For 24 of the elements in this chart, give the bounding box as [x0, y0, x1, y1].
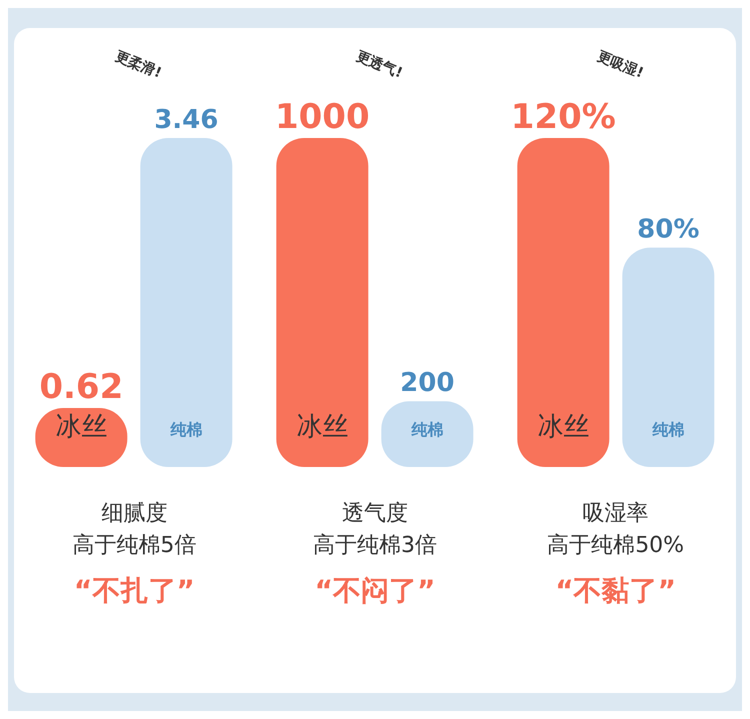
- x-tick-label: 纯棉: [651, 420, 684, 439]
- text: 高于纯棉5倍: [72, 532, 196, 560]
- text: “不黏了”: [555, 573, 676, 609]
- data-label: 1000: [274, 97, 370, 137]
- x-tick-label: 冰丝: [537, 412, 590, 442]
- text: “不扎了”: [74, 573, 195, 609]
- text: 高于纯棉50%: [547, 532, 684, 560]
- text: 吸湿率: [582, 500, 650, 528]
- text: 更透气!: [353, 48, 405, 82]
- x-tick-label: 纯棉: [410, 420, 444, 439]
- text: 细腻度: [100, 500, 168, 528]
- data-label: 120%: [510, 97, 616, 137]
- text: 更柔滑!: [112, 48, 164, 82]
- data-label: 200: [400, 368, 454, 398]
- text: “不闷了”: [314, 573, 436, 609]
- data-label: 0.62: [40, 367, 124, 408]
- text: 高于纯棉3倍: [312, 532, 437, 560]
- data-label: 80%: [636, 214, 700, 245]
- x-tick-label: 纯棉: [170, 420, 203, 439]
- text: 透气度: [340, 500, 409, 528]
- text: 更吸湿!: [594, 48, 646, 82]
- data-label: 3.46: [154, 105, 219, 135]
- x-tick-label: 冰丝: [296, 412, 348, 442]
- x-tick-label: 冰丝: [56, 412, 108, 442]
